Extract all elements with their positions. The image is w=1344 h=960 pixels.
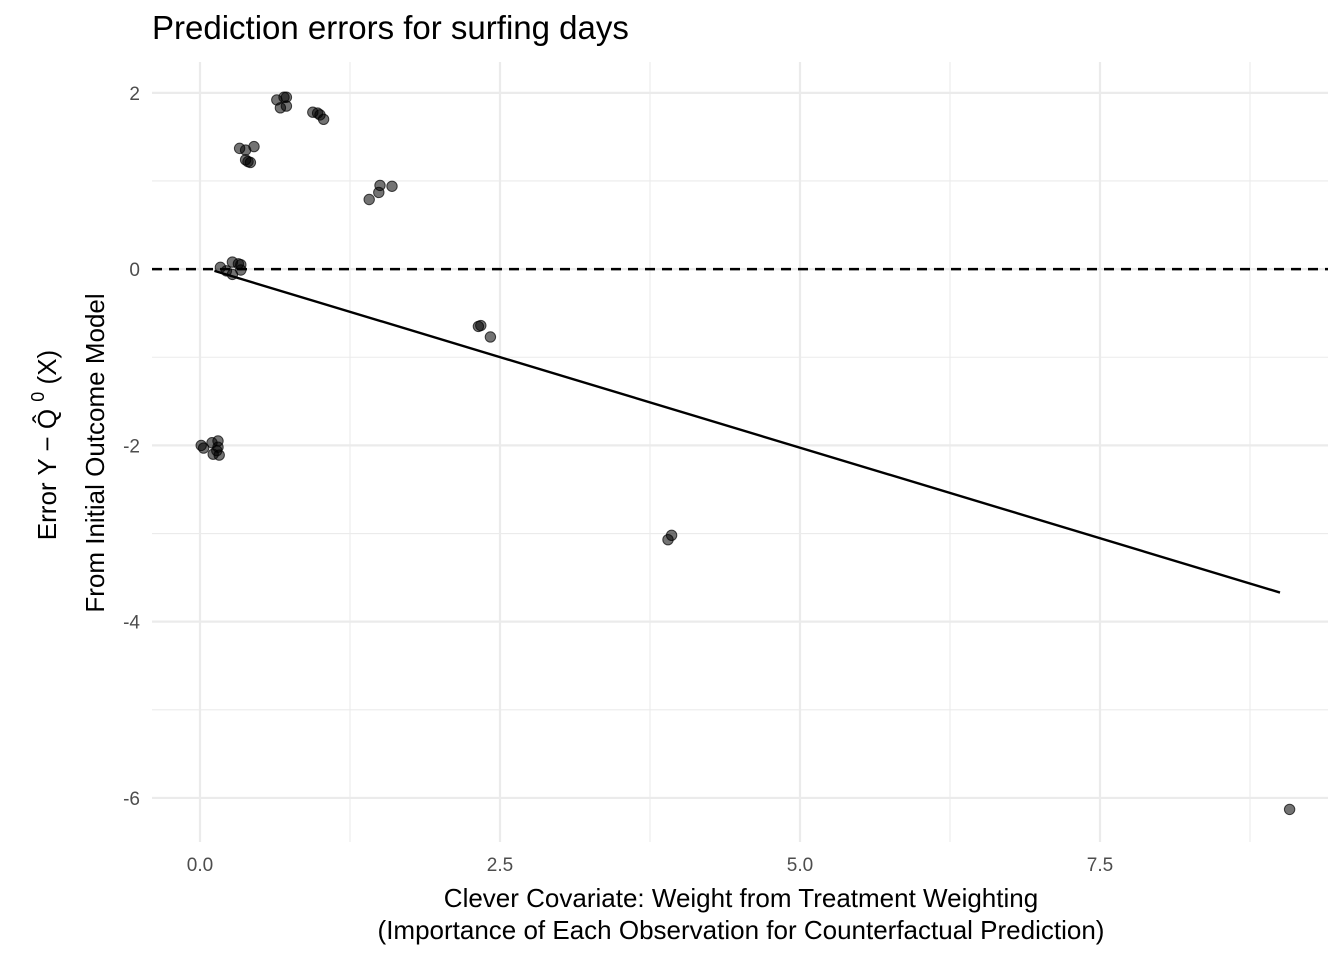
x-tick-label: 5.0 — [787, 855, 813, 876]
svg-text:Error Y − Q̂: Error Y − Q̂ 0 (X) — [20, 350, 62, 540]
data-point — [248, 140, 260, 153]
x-tick-label: 2.5 — [487, 855, 513, 876]
data-point — [280, 100, 293, 112]
grid — [152, 62, 1328, 842]
x-axis-title-line1: Clever Covariate: Weight from Treatment … — [444, 883, 1038, 913]
chart-title: Prediction errors for surfing days — [152, 9, 629, 46]
y-axis-title-line2: From Initial Outcome Model — [80, 293, 110, 612]
x-axis-title-line2: (Importance of Each Observation for Coun… — [378, 915, 1105, 945]
data-point — [197, 442, 210, 454]
data-point — [1283, 803, 1296, 816]
data-point — [244, 156, 257, 169]
data-point — [363, 193, 375, 206]
data-point — [386, 180, 398, 192]
y-tick-label: -2 — [123, 436, 140, 457]
x-axis-ticks: 0.0 2.5 5.0 7.5 — [187, 855, 1113, 876]
data-point — [317, 113, 330, 125]
y-axis-title-prefix: Error — [32, 482, 62, 540]
y-axis-ticks: 2 0 -2 -4 -6 — [123, 84, 140, 810]
data-point — [235, 264, 247, 276]
points-layer — [195, 91, 1296, 816]
fit-line-layer — [214, 269, 1281, 594]
data-point — [211, 444, 223, 457]
y-axis-title-sup: 0 — [28, 392, 48, 402]
y-tick-label: -4 — [123, 613, 140, 634]
y-axis-title-formula: Y − Q̂ — [32, 409, 62, 476]
data-point — [662, 533, 674, 546]
data-point — [484, 331, 497, 343]
x-tick-label: 0.0 — [187, 855, 213, 876]
y-tick-label: 2 — [129, 84, 140, 105]
fit-line — [214, 269, 1281, 594]
data-point — [373, 186, 385, 199]
data-point — [475, 319, 487, 332]
y-tick-label: 0 — [129, 260, 140, 281]
y-axis-title-suffix: (X) — [32, 350, 62, 385]
y-axis-title: Error Y − Q̂ 0 (X) — [20, 350, 62, 540]
x-tick-label: 7.5 — [1087, 855, 1113, 876]
y-tick-label: -6 — [123, 789, 140, 810]
